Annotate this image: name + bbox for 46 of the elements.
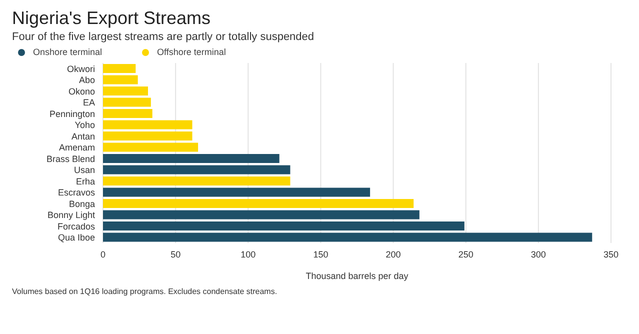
bar: [103, 120, 192, 130]
bar: [103, 210, 420, 220]
legend-label: Offshore terminal: [157, 47, 226, 57]
y-tick-label: Bonny Light: [47, 210, 96, 220]
x-tick-label: 150: [313, 249, 328, 260]
y-tick-label: Amenam: [58, 142, 95, 153]
bar: [103, 75, 138, 84]
bar: [103, 188, 370, 197]
bar: [103, 199, 414, 208]
x-tick-label: 300: [530, 249, 546, 260]
y-tick-label: Erha: [76, 176, 95, 186]
y-tick-label: Okono: [68, 86, 95, 96]
bar: [103, 154, 280, 163]
x-tick-label: 100: [240, 249, 256, 260]
bar: [103, 86, 148, 96]
y-tick-label: Escravos: [58, 188, 96, 198]
text: Volumes based on 1Q16 loading programs. Excludes condensate streams.: [11, 287, 278, 296]
y-tick-label: Pennington: [49, 108, 95, 119]
y-tick-label: Bonga: [68, 198, 95, 209]
legend-label: Onshore terminal: [33, 47, 102, 57]
y-tick-label: Abo: [78, 75, 95, 86]
y-tick-label: Qua Iboe: [58, 232, 95, 243]
bar: [103, 64, 136, 73]
y-tick-label: Brass Blend: [46, 154, 95, 164]
x-tick-label: 50: [170, 249, 181, 260]
x-tick-label: 350: [603, 249, 619, 260]
y-tick-label: Forcados: [57, 221, 96, 232]
bar: [103, 165, 290, 174]
y-tick-label: Antan: [71, 131, 95, 142]
y-tick-label: Okwori: [66, 64, 95, 74]
bar: [103, 132, 192, 140]
y-tick-label: Yoho: [74, 120, 95, 130]
bar: [103, 142, 198, 152]
x-tick-label: 200: [386, 249, 401, 260]
x-tick-label: 250: [458, 249, 474, 260]
bar: [103, 176, 290, 186]
chart-subtitle: Four of the five largest streams are partly or totally suspended: [11, 31, 316, 43]
x-axis-title: Thousand barrels per day: [306, 271, 409, 281]
bar: [103, 222, 464, 230]
bar: [103, 232, 592, 242]
bar: [103, 98, 151, 107]
bar: [103, 109, 152, 118]
y-tick-label: EA: [82, 98, 95, 108]
chart-title: Nigeria's Export Streams: [11, 8, 212, 29]
y-tick-label: Usan: [74, 165, 95, 176]
x-tick-label: 0: [100, 249, 106, 260]
